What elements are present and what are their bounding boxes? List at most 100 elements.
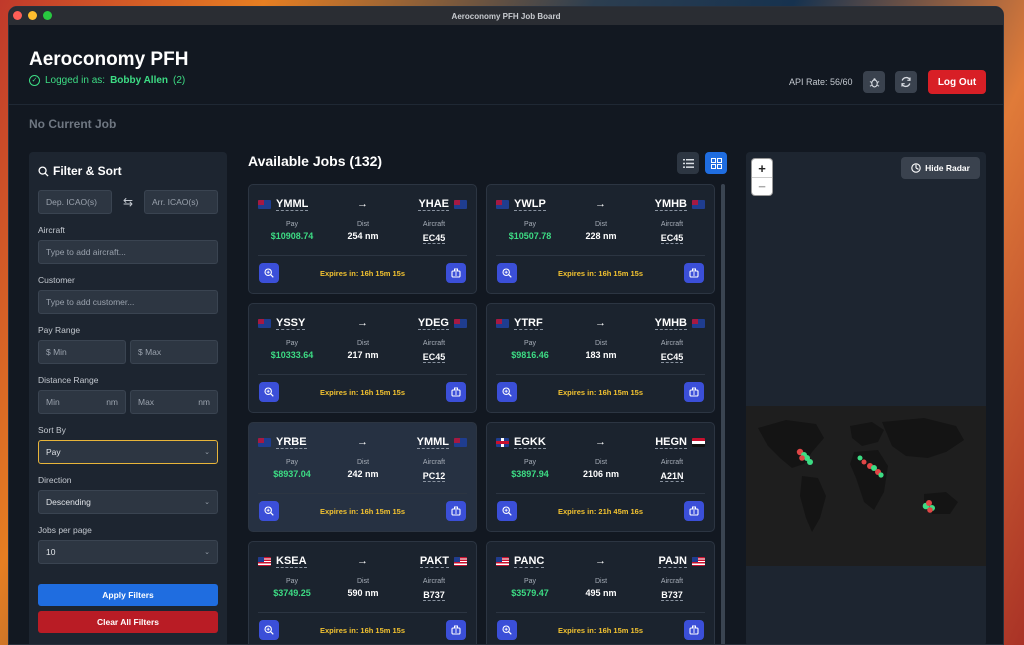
swap-icon[interactable]: ⇆ [122, 195, 134, 209]
arrival-icao[interactable]: YMHB [654, 317, 687, 330]
world-map[interactable] [746, 406, 986, 566]
aircraft-value[interactable]: B737 [661, 590, 683, 601]
logout-button[interactable]: Log Out [928, 70, 986, 94]
maximize-window-button[interactable] [43, 11, 52, 20]
arrival-icao[interactable]: YMHB [654, 198, 687, 211]
departure-icao[interactable]: KSEA [276, 555, 307, 568]
departure-icao[interactable]: YWLP [514, 198, 546, 211]
list-view-button[interactable] [677, 152, 699, 174]
accept-job-button[interactable] [446, 263, 466, 283]
view-job-button[interactable] [497, 501, 517, 521]
job-card[interactable]: YSSY → YDEG Pay $10333.64 Dist 217 nm Aircraft E… [248, 303, 477, 413]
jobs-scrollbar[interactable] [721, 184, 725, 644]
arrival-icao[interactable]: YDEG [417, 317, 449, 330]
aircraft-value[interactable]: EC45 [422, 352, 446, 363]
distance-value: 495 nm [585, 588, 617, 598]
close-window-button[interactable] [13, 11, 22, 20]
arrival-icao[interactable]: HEGN [655, 436, 687, 449]
accept-job-button[interactable] [446, 382, 466, 402]
job-card[interactable]: PANC → PAJN Pay $3579.47 Dist 495 nm Aircraft B7… [486, 541, 715, 644]
apply-filters-button[interactable]: Apply Filters [38, 584, 218, 606]
accept-job-button[interactable] [684, 620, 704, 640]
arrival-icao[interactable]: YMML [416, 436, 449, 449]
view-job-button[interactable] [259, 382, 279, 402]
departure-icao[interactable]: PANC [514, 555, 545, 568]
arrival-icao[interactable]: PAJN [658, 555, 687, 568]
view-job-button[interactable] [497, 263, 517, 283]
pay-value: $10507.78 [508, 231, 552, 241]
aircraft-value[interactable]: A21N [660, 471, 684, 482]
grid-view-button[interactable] [705, 152, 727, 174]
filter-sort-panel: Filter & Sort Dep. ICAO(s) ⇆ Arr. ICAO(s… [29, 152, 227, 644]
pay-max-input[interactable]: $ Max [130, 340, 218, 364]
aircraft-value[interactable]: EC45 [422, 233, 446, 244]
refresh-button[interactable] [895, 71, 917, 93]
view-job-button[interactable] [259, 501, 279, 521]
job-card[interactable]: YMML → YHAE Pay $10908.74 Dist 254 nm Aircraft E… [248, 184, 477, 294]
distance-min-input[interactable]: Min nm [38, 390, 126, 414]
distance-max-input[interactable]: Max nm [130, 390, 218, 414]
view-job-button[interactable] [497, 382, 517, 402]
departure-icao[interactable]: EGKK [514, 436, 546, 449]
direction-select[interactable]: Descending ⌄ [38, 490, 218, 514]
zoom-out-button[interactable]: − [752, 177, 772, 195]
current-job-status: No Current Job [29, 117, 117, 131]
view-job-button[interactable] [259, 263, 279, 283]
arr-icao-input[interactable]: Arr. ICAO(s) [144, 190, 218, 214]
radar-icon [911, 163, 921, 173]
view-job-button[interactable] [259, 620, 279, 640]
customer-input[interactable]: Type to add customer... [38, 290, 218, 314]
hide-radar-button[interactable]: Hide Radar [901, 157, 980, 179]
aircraft-value[interactable]: PC12 [422, 471, 446, 482]
departure-flag-icon [258, 319, 271, 328]
accept-job-button[interactable] [684, 263, 704, 283]
aircraft-value[interactable]: EC45 [660, 233, 684, 244]
clear-filters-button[interactable]: Clear All Filters [38, 611, 218, 633]
distance-label: Dist [594, 459, 608, 466]
sort-by-select[interactable]: Pay ⌄ [38, 440, 218, 464]
minimize-window-button[interactable] [28, 11, 37, 20]
pay-value: $8937.04 [273, 469, 311, 479]
chevron-down-icon: ⌄ [204, 449, 210, 456]
departure-icao[interactable]: YRBE [276, 436, 307, 449]
job-card[interactable]: EGKK → HEGN Pay $3897.94 Dist 2106 nm Aircraft A… [486, 422, 715, 532]
arrival-icao[interactable]: PAKT [419, 555, 449, 568]
refresh-icon [901, 76, 911, 88]
zoom-in-button[interactable]: + [758, 160, 766, 176]
view-job-button[interactable] [497, 620, 517, 640]
job-stats: Pay $3749.25 Dist 590 nm Aircraft B737 [249, 578, 476, 602]
departure-icao[interactable]: YMML [276, 198, 309, 211]
zoom-in-icon [502, 625, 512, 635]
accept-job-button[interactable] [446, 501, 466, 521]
direction-label: Direction [38, 475, 72, 485]
job-route: YWLP → YMHB [496, 198, 705, 212]
accept-job-button[interactable] [684, 382, 704, 402]
accept-job-button[interactable] [446, 620, 466, 640]
job-card[interactable]: YTRF → YMHB Pay $9816.46 Dist 183 nm Aircraft EC… [486, 303, 715, 413]
job-card[interactable]: KSEA → PAKT Pay $3749.25 Dist 590 nm Aircraft B7… [248, 541, 477, 644]
card-divider [258, 612, 467, 613]
aircraft-input[interactable]: Type to add aircraft... [38, 240, 218, 264]
arrival-icao[interactable]: YHAE [418, 198, 449, 211]
app-window: Aeroconomy PFH Job Board Aeroconomy PFH … [8, 6, 1004, 645]
job-card[interactable]: YWLP → YMHB Pay $10507.78 Dist 228 nm Aircraft E… [486, 184, 715, 294]
expires-text: Expires in: 16h 15m 15s [557, 626, 644, 635]
aircraft-value[interactable]: EC45 [660, 352, 684, 363]
departure-icao[interactable]: YTRF [514, 317, 543, 330]
job-card[interactable]: YRBE → YMML Pay $8937.04 Dist 242 nm Aircraft PC… [248, 422, 477, 532]
pay-min-input[interactable]: $ Min [38, 340, 126, 364]
briefcase-icon [451, 268, 461, 278]
user-name: Bobby Allen [110, 75, 169, 86]
jobs-per-page-value: 10 [46, 547, 56, 557]
aircraft-stat: Aircraft B737 [634, 578, 710, 603]
debug-button[interactable] [863, 71, 885, 93]
arrival: YHAE [418, 198, 467, 211]
accept-job-button[interactable] [684, 501, 704, 521]
dep-icao-input[interactable]: Dep. ICAO(s) [38, 190, 112, 214]
card-divider [496, 255, 705, 256]
departure-icao[interactable]: YSSY [276, 317, 306, 330]
jobs-per-page-select[interactable]: 10 ⌄ [38, 540, 218, 564]
pay-stat: Pay $10507.78 [492, 221, 568, 241]
aircraft-value[interactable]: B737 [423, 590, 445, 601]
distance-value: 228 nm [585, 231, 617, 241]
